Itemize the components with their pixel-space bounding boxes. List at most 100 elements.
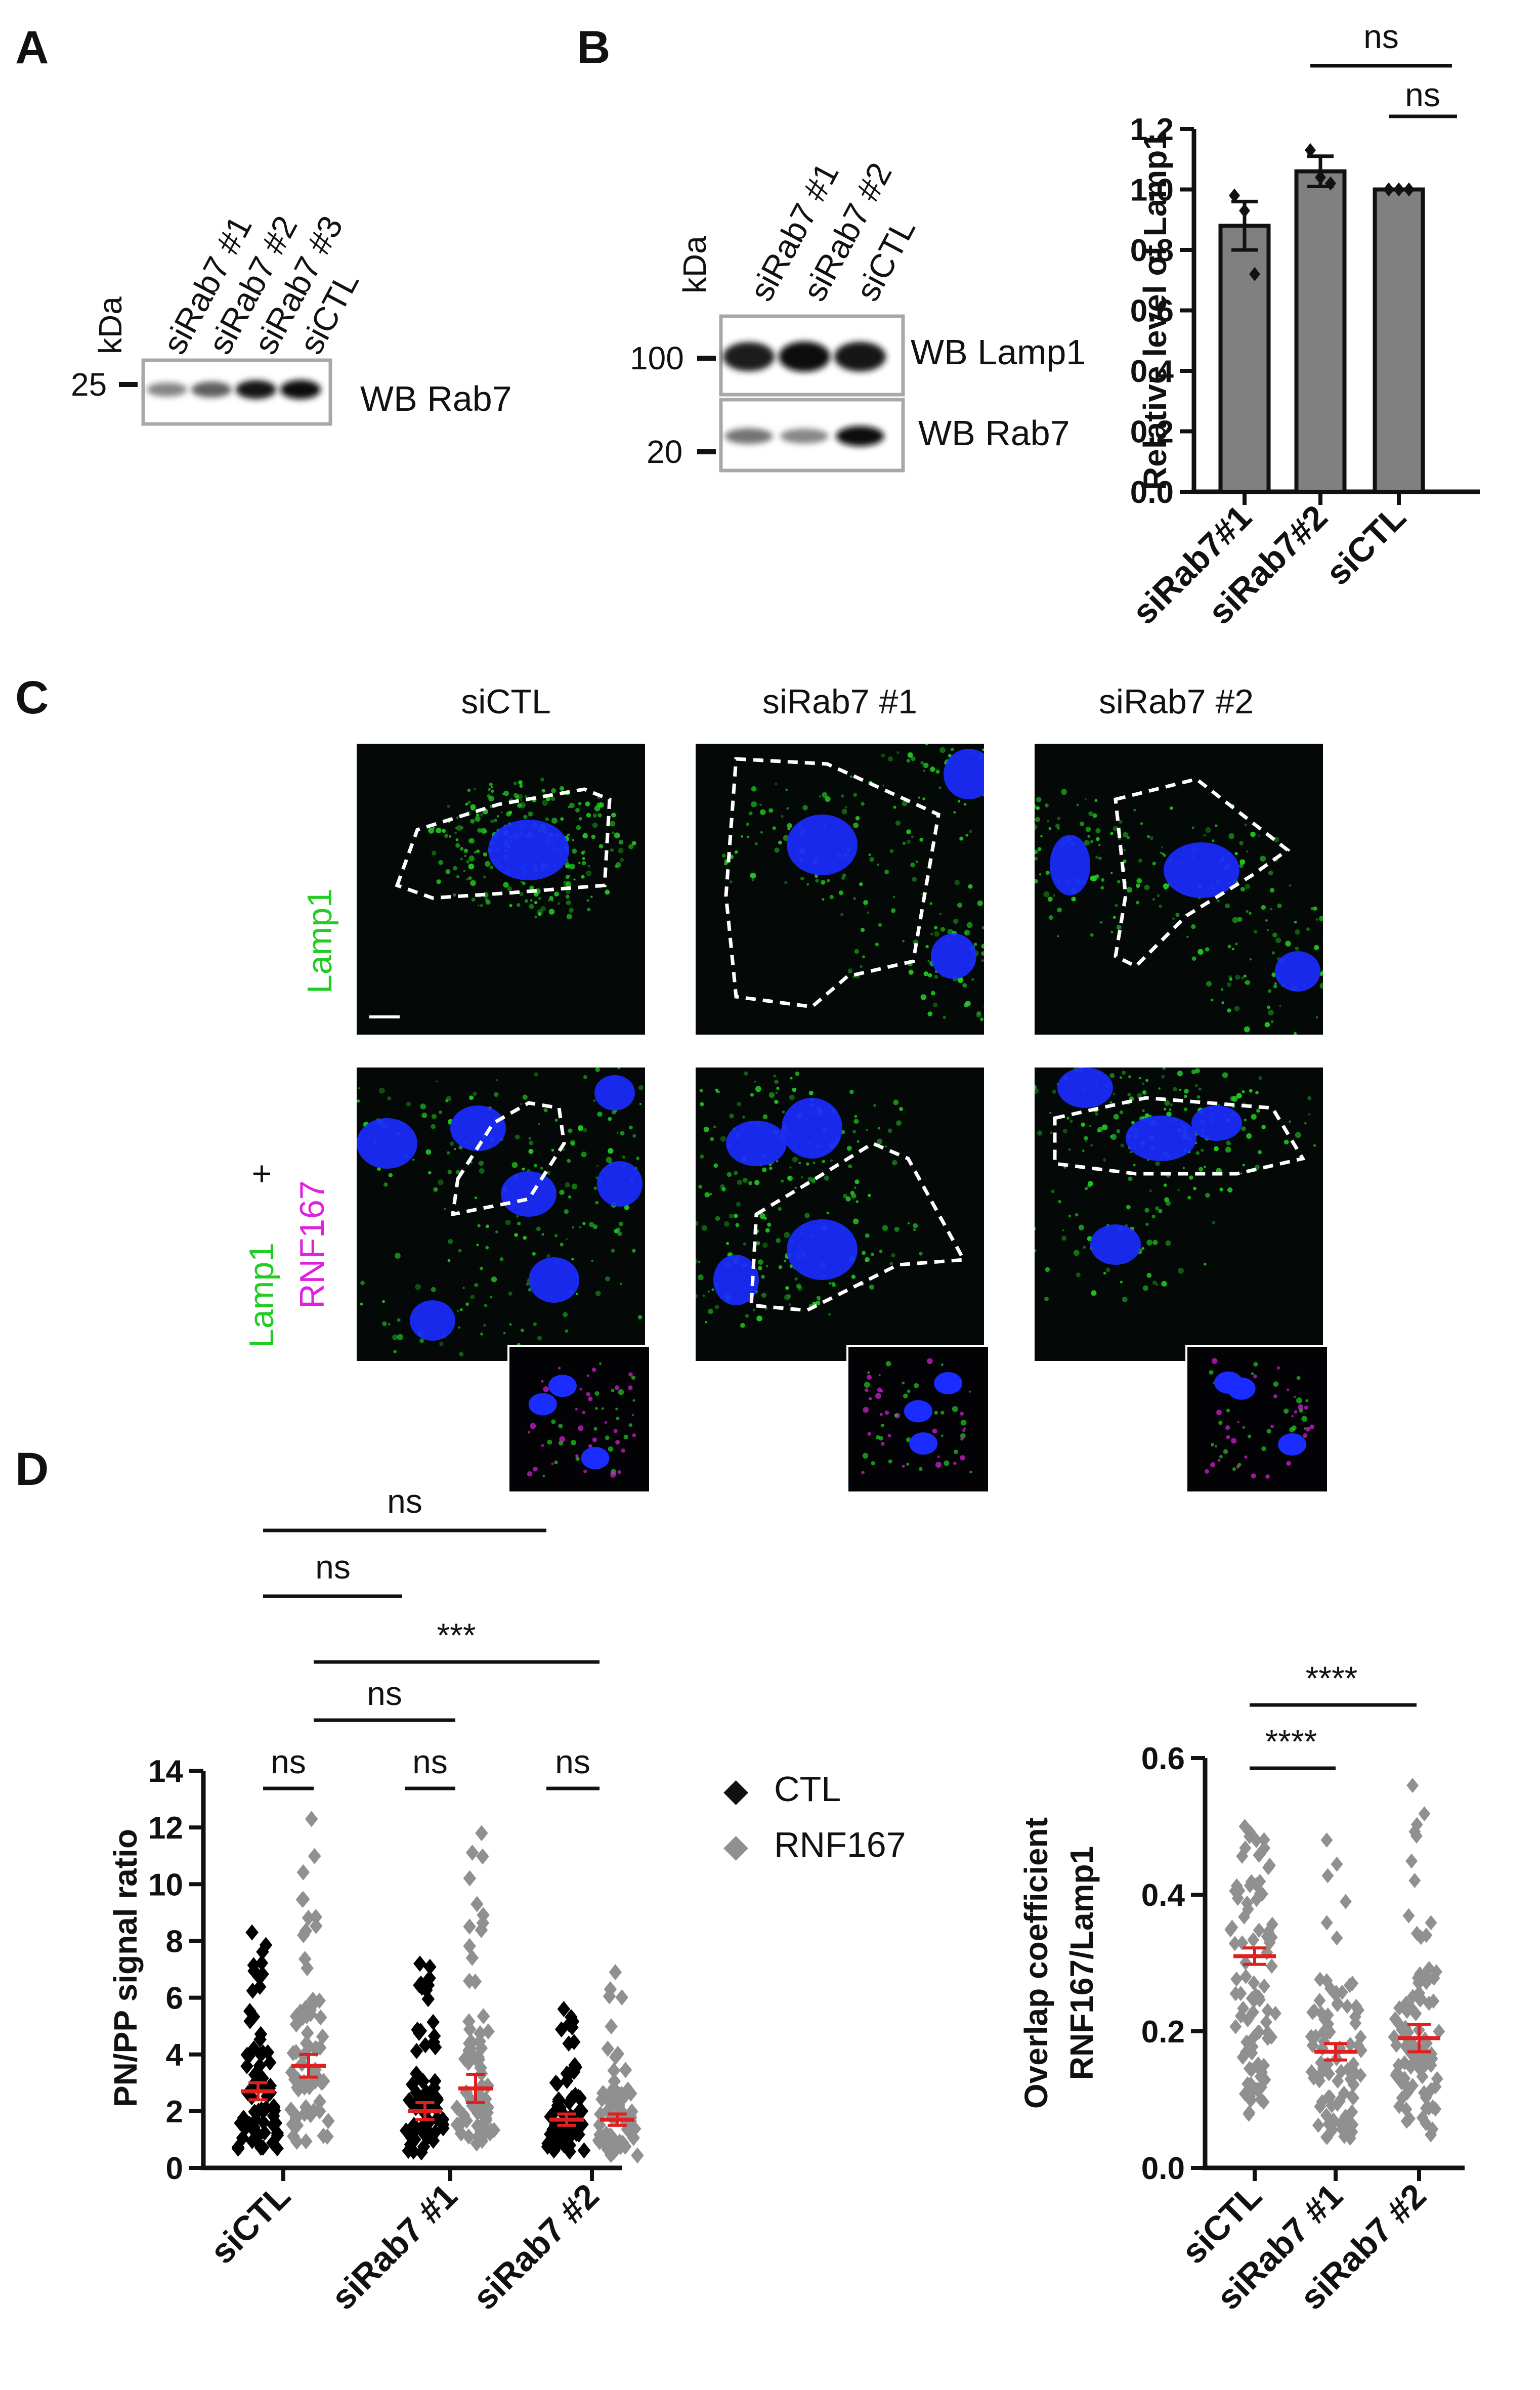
lamp1-punctum (1002, 722, 1005, 726)
lamp1-punctum (560, 1243, 564, 1247)
lamp1-punctum (1191, 956, 1196, 961)
lamp1-punctum (1164, 1107, 1167, 1111)
data-point (547, 2120, 561, 2137)
inset-punctum (604, 1421, 608, 1424)
data-point (1405, 1853, 1418, 1869)
lamp1-punctum (350, 1208, 354, 1212)
lamp1-punctum (1090, 840, 1094, 843)
lamp1-punctum (992, 773, 996, 777)
lamp1-punctum (925, 744, 928, 746)
data-point (1408, 1872, 1421, 1888)
lamp1-punctum (875, 942, 879, 947)
lamp1-punctum (1095, 1057, 1100, 1062)
lamp1-punctum (590, 895, 593, 898)
lamp1-punctum (1035, 1249, 1037, 1252)
lamp1-punctum (1011, 807, 1017, 813)
data-point (1398, 2071, 1411, 2086)
lamp1-punctum (1163, 883, 1169, 889)
inset-punctum (1291, 1415, 1294, 1418)
rab7-band (236, 380, 276, 399)
lamp1-punctum (1027, 912, 1031, 915)
lamp1-punctum (1110, 1134, 1117, 1140)
lamp1-punctum (1186, 935, 1189, 938)
lamp1-punctum (618, 839, 624, 845)
lamp1-punctum (1028, 798, 1031, 801)
inset-punctum (879, 1413, 883, 1416)
lamp1-punctum (629, 1125, 633, 1130)
lamp1-punctum (565, 894, 570, 899)
lamp1-punctum (456, 825, 462, 831)
lamp1-punctum (852, 1130, 857, 1134)
lamp1-punctum (567, 1159, 571, 1163)
lamp1-punctum (1279, 1005, 1281, 1008)
data-point (1306, 2004, 1319, 2020)
lamp1-punctum (483, 875, 486, 879)
lamp1-punctum (865, 1233, 870, 1238)
lamp1-punctum (713, 1125, 716, 1129)
lamp1-punctum (490, 1296, 493, 1299)
lamp1-punctum (620, 858, 624, 862)
lamp1-punctum (611, 1249, 615, 1253)
lamp1-punctum (616, 1227, 621, 1232)
lamp1-punctum (632, 1249, 636, 1253)
lamp1-punctum (768, 808, 774, 813)
lamp1-punctum (797, 1286, 803, 1291)
lamp1-punctum (783, 1259, 787, 1262)
lamp1-punctum (458, 1326, 461, 1329)
lamp1-punctum (1258, 1076, 1262, 1080)
lamp1-punctum (611, 1109, 616, 1115)
lamp1-punctum (986, 749, 989, 752)
nucleus (713, 1255, 759, 1305)
data-point (1325, 176, 1336, 191)
lamp1-punctum (478, 1161, 484, 1166)
lamp1-punctum (959, 836, 964, 841)
lamp1-punctum (581, 875, 585, 879)
lamp1-punctum (1253, 929, 1258, 934)
lamp1-punctum (573, 878, 576, 881)
y-tick-label: 4 (166, 2038, 184, 2073)
lamp1-punctum (1161, 1075, 1165, 1079)
lamp1-punctum (397, 1318, 401, 1322)
lamp1-punctum (1008, 988, 1014, 994)
lamp1-punctum (703, 1126, 709, 1132)
lamp1-punctum (503, 1332, 506, 1335)
lamp1-punctum (1137, 1093, 1142, 1098)
lamp1-punctum (882, 1225, 888, 1231)
lamp1-punctum (1084, 1136, 1088, 1140)
data-point (477, 2008, 490, 2025)
lamp1-punctum (1231, 948, 1234, 951)
data-point (290, 2117, 304, 2133)
inset-punctum (1286, 1461, 1292, 1466)
lamp1-punctum (1006, 976, 1010, 980)
lamp1-punctum (700, 1154, 704, 1159)
inset-punctum (583, 1469, 587, 1473)
lamp1-punctum (752, 1309, 755, 1311)
micrograph (1035, 1068, 1323, 1361)
lamp1-punctum (489, 782, 493, 786)
lamp1-punctum (840, 913, 844, 916)
lamp1-punctum (638, 1085, 644, 1091)
data-point (1400, 2113, 1413, 2129)
lamp1-punctum (1191, 924, 1196, 929)
lamp1-punctum (976, 1012, 981, 1018)
lamp1-punctum (1014, 806, 1019, 812)
lamp1-punctum (1211, 839, 1215, 842)
lamp1-punctum (1109, 1135, 1113, 1138)
data-point (298, 1950, 312, 1967)
inset-punctum (579, 1388, 582, 1391)
inset-punctum (623, 1434, 628, 1439)
data-point (1266, 1916, 1278, 1932)
lamp1-punctum (869, 857, 874, 862)
lamp1-punctum (755, 1241, 760, 1246)
lamp1-punctum (1229, 977, 1233, 981)
data-point (256, 1966, 269, 1982)
lamp1-punctum (477, 828, 482, 833)
lamp1-punctum (745, 1314, 749, 1318)
lamp1-punctum (618, 847, 624, 853)
lamp1-punctum (876, 1138, 883, 1144)
lamp1-punctum (388, 1173, 393, 1178)
lamp1-punctum (1212, 1220, 1216, 1225)
lamp1-punctum (1400, 971, 1402, 973)
inset-punctum (610, 1472, 616, 1478)
lamp1-punctum (463, 848, 468, 853)
